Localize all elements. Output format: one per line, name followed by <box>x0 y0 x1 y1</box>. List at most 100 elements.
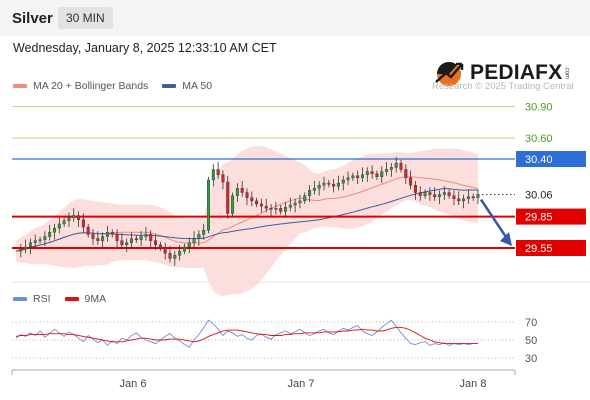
candle-body <box>53 227 57 233</box>
candle <box>192 231 196 247</box>
candle-body <box>62 220 66 225</box>
candle <box>269 204 273 217</box>
candle <box>96 231 100 245</box>
candle-body <box>476 194 480 198</box>
candle-body <box>303 195 307 202</box>
candle-body <box>428 192 432 195</box>
candle <box>462 194 466 209</box>
candle <box>332 178 336 193</box>
candle-body <box>129 238 133 243</box>
legend-ma20-label: MA 20 + Bollinger Bands <box>33 80 149 92</box>
candle <box>182 243 186 255</box>
candle-body <box>192 238 196 243</box>
legend-ma9-label: 9MA <box>84 293 107 305</box>
timeframe-button[interactable]: 30 MIN <box>58 7 113 29</box>
candle-body <box>274 208 278 210</box>
candle-body <box>356 175 360 179</box>
candle <box>389 163 393 177</box>
candle-body <box>144 234 148 237</box>
candle-body <box>351 175 355 179</box>
ma50-swatch <box>162 84 177 88</box>
candle <box>105 226 109 242</box>
candle-body <box>48 232 52 237</box>
rsi-line <box>15 319 478 348</box>
candle <box>413 180 417 200</box>
candle <box>279 205 283 215</box>
candle <box>129 232 133 248</box>
candle <box>33 234 37 248</box>
candle <box>447 189 451 199</box>
candle <box>312 180 316 195</box>
candle-body <box>317 184 321 189</box>
candle-body <box>81 219 85 228</box>
candle <box>399 160 403 173</box>
candle <box>81 213 85 233</box>
brand-logo: PEDIAFX .com <box>432 58 569 88</box>
candle-body <box>462 198 466 202</box>
candle <box>110 229 114 238</box>
candle <box>288 197 292 212</box>
candle <box>438 190 442 205</box>
candle-body <box>43 236 47 240</box>
candle <box>231 192 235 217</box>
candle <box>158 241 162 252</box>
candle <box>120 233 124 250</box>
rsi-legend: RSI 9MA <box>13 293 106 305</box>
candle <box>264 198 268 213</box>
price-levels: 30.90 30.60 30.40 30.06 29.85 29.55 <box>12 102 586 256</box>
candle <box>471 193 475 201</box>
price-level-label-30.60: 30.60 <box>525 133 553 145</box>
candle-body <box>187 242 191 248</box>
rsi-ma9-line <box>15 326 478 345</box>
price-level-label-30.40: 30.40 <box>525 154 553 166</box>
candle <box>235 183 239 202</box>
candle-body <box>259 203 263 207</box>
candle-body <box>91 234 95 239</box>
candle-body <box>452 195 456 199</box>
candle <box>187 237 191 254</box>
candle <box>466 190 470 205</box>
bollinger-bands <box>16 145 478 296</box>
candle <box>149 230 153 248</box>
candle-body <box>211 169 215 181</box>
candle-body <box>279 208 283 212</box>
rsi-level-label-70: 70 <box>525 317 537 329</box>
candle <box>221 170 225 190</box>
candle <box>139 231 143 246</box>
pediafx-logo-icon <box>435 61 464 86</box>
candle <box>370 165 374 179</box>
candle <box>476 189 480 205</box>
candle <box>154 234 158 251</box>
candle <box>202 223 206 240</box>
ma9-swatch <box>64 297 79 301</box>
candle <box>433 187 437 201</box>
candle-body <box>110 232 114 235</box>
candle-body <box>312 188 316 191</box>
candle <box>452 190 456 206</box>
candle <box>62 217 66 228</box>
rsi-panel: 70 50 30 <box>12 317 537 365</box>
candle <box>43 231 47 246</box>
brand-name: PEDIAFX <box>470 61 563 84</box>
symbol-title: Silver <box>12 10 53 27</box>
candle-body <box>197 234 201 239</box>
candle-body <box>38 239 42 242</box>
candle <box>255 197 259 208</box>
candle <box>91 229 95 245</box>
candle <box>134 235 138 243</box>
price-level-label-30.06: 30.06 <box>525 190 553 202</box>
candle <box>327 179 331 188</box>
candle-body <box>365 171 369 175</box>
candle <box>178 244 182 261</box>
candle <box>72 208 76 222</box>
candle-body <box>115 234 119 241</box>
candle <box>385 162 389 176</box>
candle-body <box>447 192 451 196</box>
copyright-text: Research © 2025 Trading Central <box>432 81 574 92</box>
candle <box>53 223 57 240</box>
candle-body <box>163 247 167 254</box>
candle-body <box>96 238 100 241</box>
candle <box>409 170 413 190</box>
candle <box>375 170 379 180</box>
